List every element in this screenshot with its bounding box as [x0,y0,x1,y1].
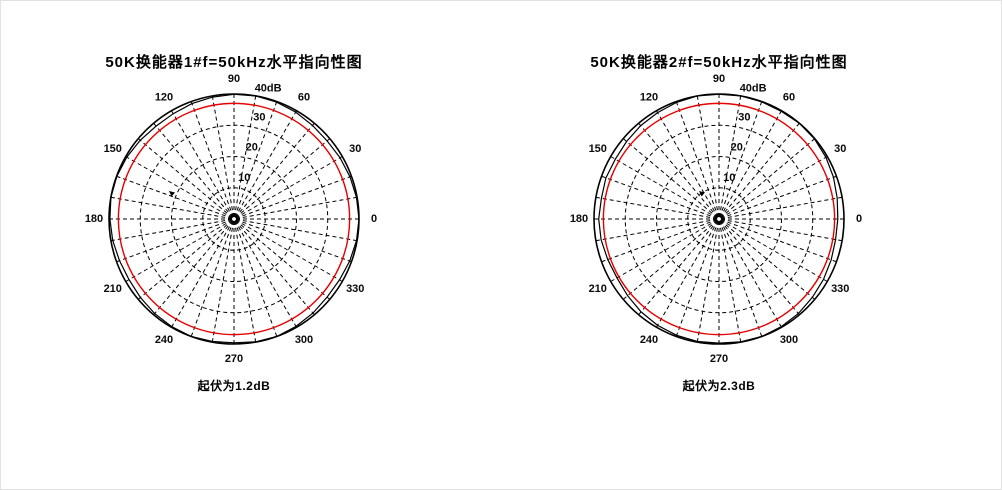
grid-spoke [719,220,800,316]
fluctuation-caption: 起伏为1.2dB [197,379,271,393]
angle-label: 240 [640,334,658,346]
grid-spoke [675,220,719,337]
grid-spoke [171,110,234,218]
grid-spoke [125,156,233,219]
reference-circle [117,102,351,336]
grid-spoke [601,175,718,219]
angle-label: 30 [349,143,361,155]
radial-tick-label: 30 [738,111,750,123]
grid-spoke [622,138,718,219]
angle-label: 270 [710,353,728,365]
reference-circle [602,102,836,336]
polar-grid [593,93,845,345]
angle-label: 180 [85,213,103,225]
grid-spoke [719,220,763,337]
grid-spoke [137,219,233,300]
radial-axis-label: 40dB [740,82,767,94]
radial-tick-label: 30 [253,111,265,123]
grid-spoke [720,156,828,219]
grid-spoke [190,101,234,218]
grid-spoke [235,175,352,219]
grid-spoke [675,101,719,218]
grid-spoke [638,220,719,316]
angle-label: 180 [570,213,588,225]
angle-label: 60 [298,92,310,104]
data-curve [598,93,839,344]
angle-label: 120 [155,92,173,104]
radial-tick-label: 20 [246,142,258,154]
angle-label: 300 [780,334,798,346]
grid-spoke [656,110,719,218]
grid-spoke [720,219,816,300]
grid-spoke [137,138,233,219]
grid-spoke [153,220,234,316]
angle-label: 0 [856,213,862,225]
fluctuation-caption: 起伏为2.3dB [682,379,756,393]
angle-label: 120 [640,92,658,104]
angle-label: 0 [371,213,377,225]
grid-spoke [153,122,234,218]
grid-ring [171,156,297,282]
radial-tick-label: 10 [238,172,250,184]
grid-spoke [622,219,718,300]
polar-plot: 0 30 60 90 120 150 180 210 240 270 300 330 10 20 30 40d… [85,73,377,365]
grid-spoke [234,110,297,218]
polar-grid [108,93,360,345]
radial-tick-label: 10 [723,172,735,184]
data-curve [109,93,360,344]
grid-spoke [719,220,782,328]
grid-spoke [190,220,234,337]
angle-label: 150 [104,143,122,155]
grid-spoke [719,110,782,218]
grid-spoke [235,156,343,219]
trace-arrow-marker [699,191,705,197]
angle-label: 210 [104,283,122,295]
grid-spoke [235,219,343,282]
grid-spoke [234,220,315,316]
grid-spoke [720,219,828,282]
angle-label: 60 [783,92,795,104]
grid-spoke [234,220,278,337]
radial-tick-label: 20 [731,142,743,154]
grid-spoke [656,220,719,328]
angle-label: 210 [589,283,607,295]
polar-plot: 0 30 60 90 120 150 180 210 240 270 300 330 10 20 30 40d… [570,73,862,365]
grid-spoke [610,156,718,219]
angle-label: 270 [225,353,243,365]
grid-spoke [638,122,719,218]
grid-ring [687,187,751,251]
grid-ring [656,156,782,282]
angle-label: 90 [713,73,725,85]
radial-axis-label: 40dB [255,82,282,94]
angle-label: 30 [834,143,846,155]
grid-spoke [116,219,233,263]
angle-label: 330 [346,283,364,295]
grid-spoke [719,122,800,218]
grid-spoke [610,219,718,282]
grid-spoke [116,175,233,219]
chart-title: 50K换能器1#f=50kHz水平指向性图 [105,54,363,71]
angle-label: 300 [295,334,313,346]
grid-spoke [720,219,837,263]
grid-ring [202,187,266,251]
grid-spoke [601,219,718,263]
angle-label: 90 [228,73,240,85]
grid-spoke [720,175,837,219]
grid-spoke [235,219,331,300]
grid-spoke [234,220,297,328]
polar-chart-2: 50K换能器2#f=50kHz水平指向性图 0 30 60 90 120 150 180 21… [549,1,889,441]
trace-arrow-marker [169,191,175,197]
grid-spoke [125,219,233,282]
polar-chart-1: 50K换能器1#f=50kHz水平指向性图 0 30 60 90 120 150 180 21… [64,1,404,441]
grid-spoke [171,220,234,328]
grid-spoke [235,219,352,263]
angle-label: 240 [155,334,173,346]
chart-title: 50K换能器2#f=50kHz水平指向性图 [590,54,848,71]
angle-label: 150 [589,143,607,155]
angle-label: 330 [831,283,849,295]
grid-spoke [234,122,315,218]
